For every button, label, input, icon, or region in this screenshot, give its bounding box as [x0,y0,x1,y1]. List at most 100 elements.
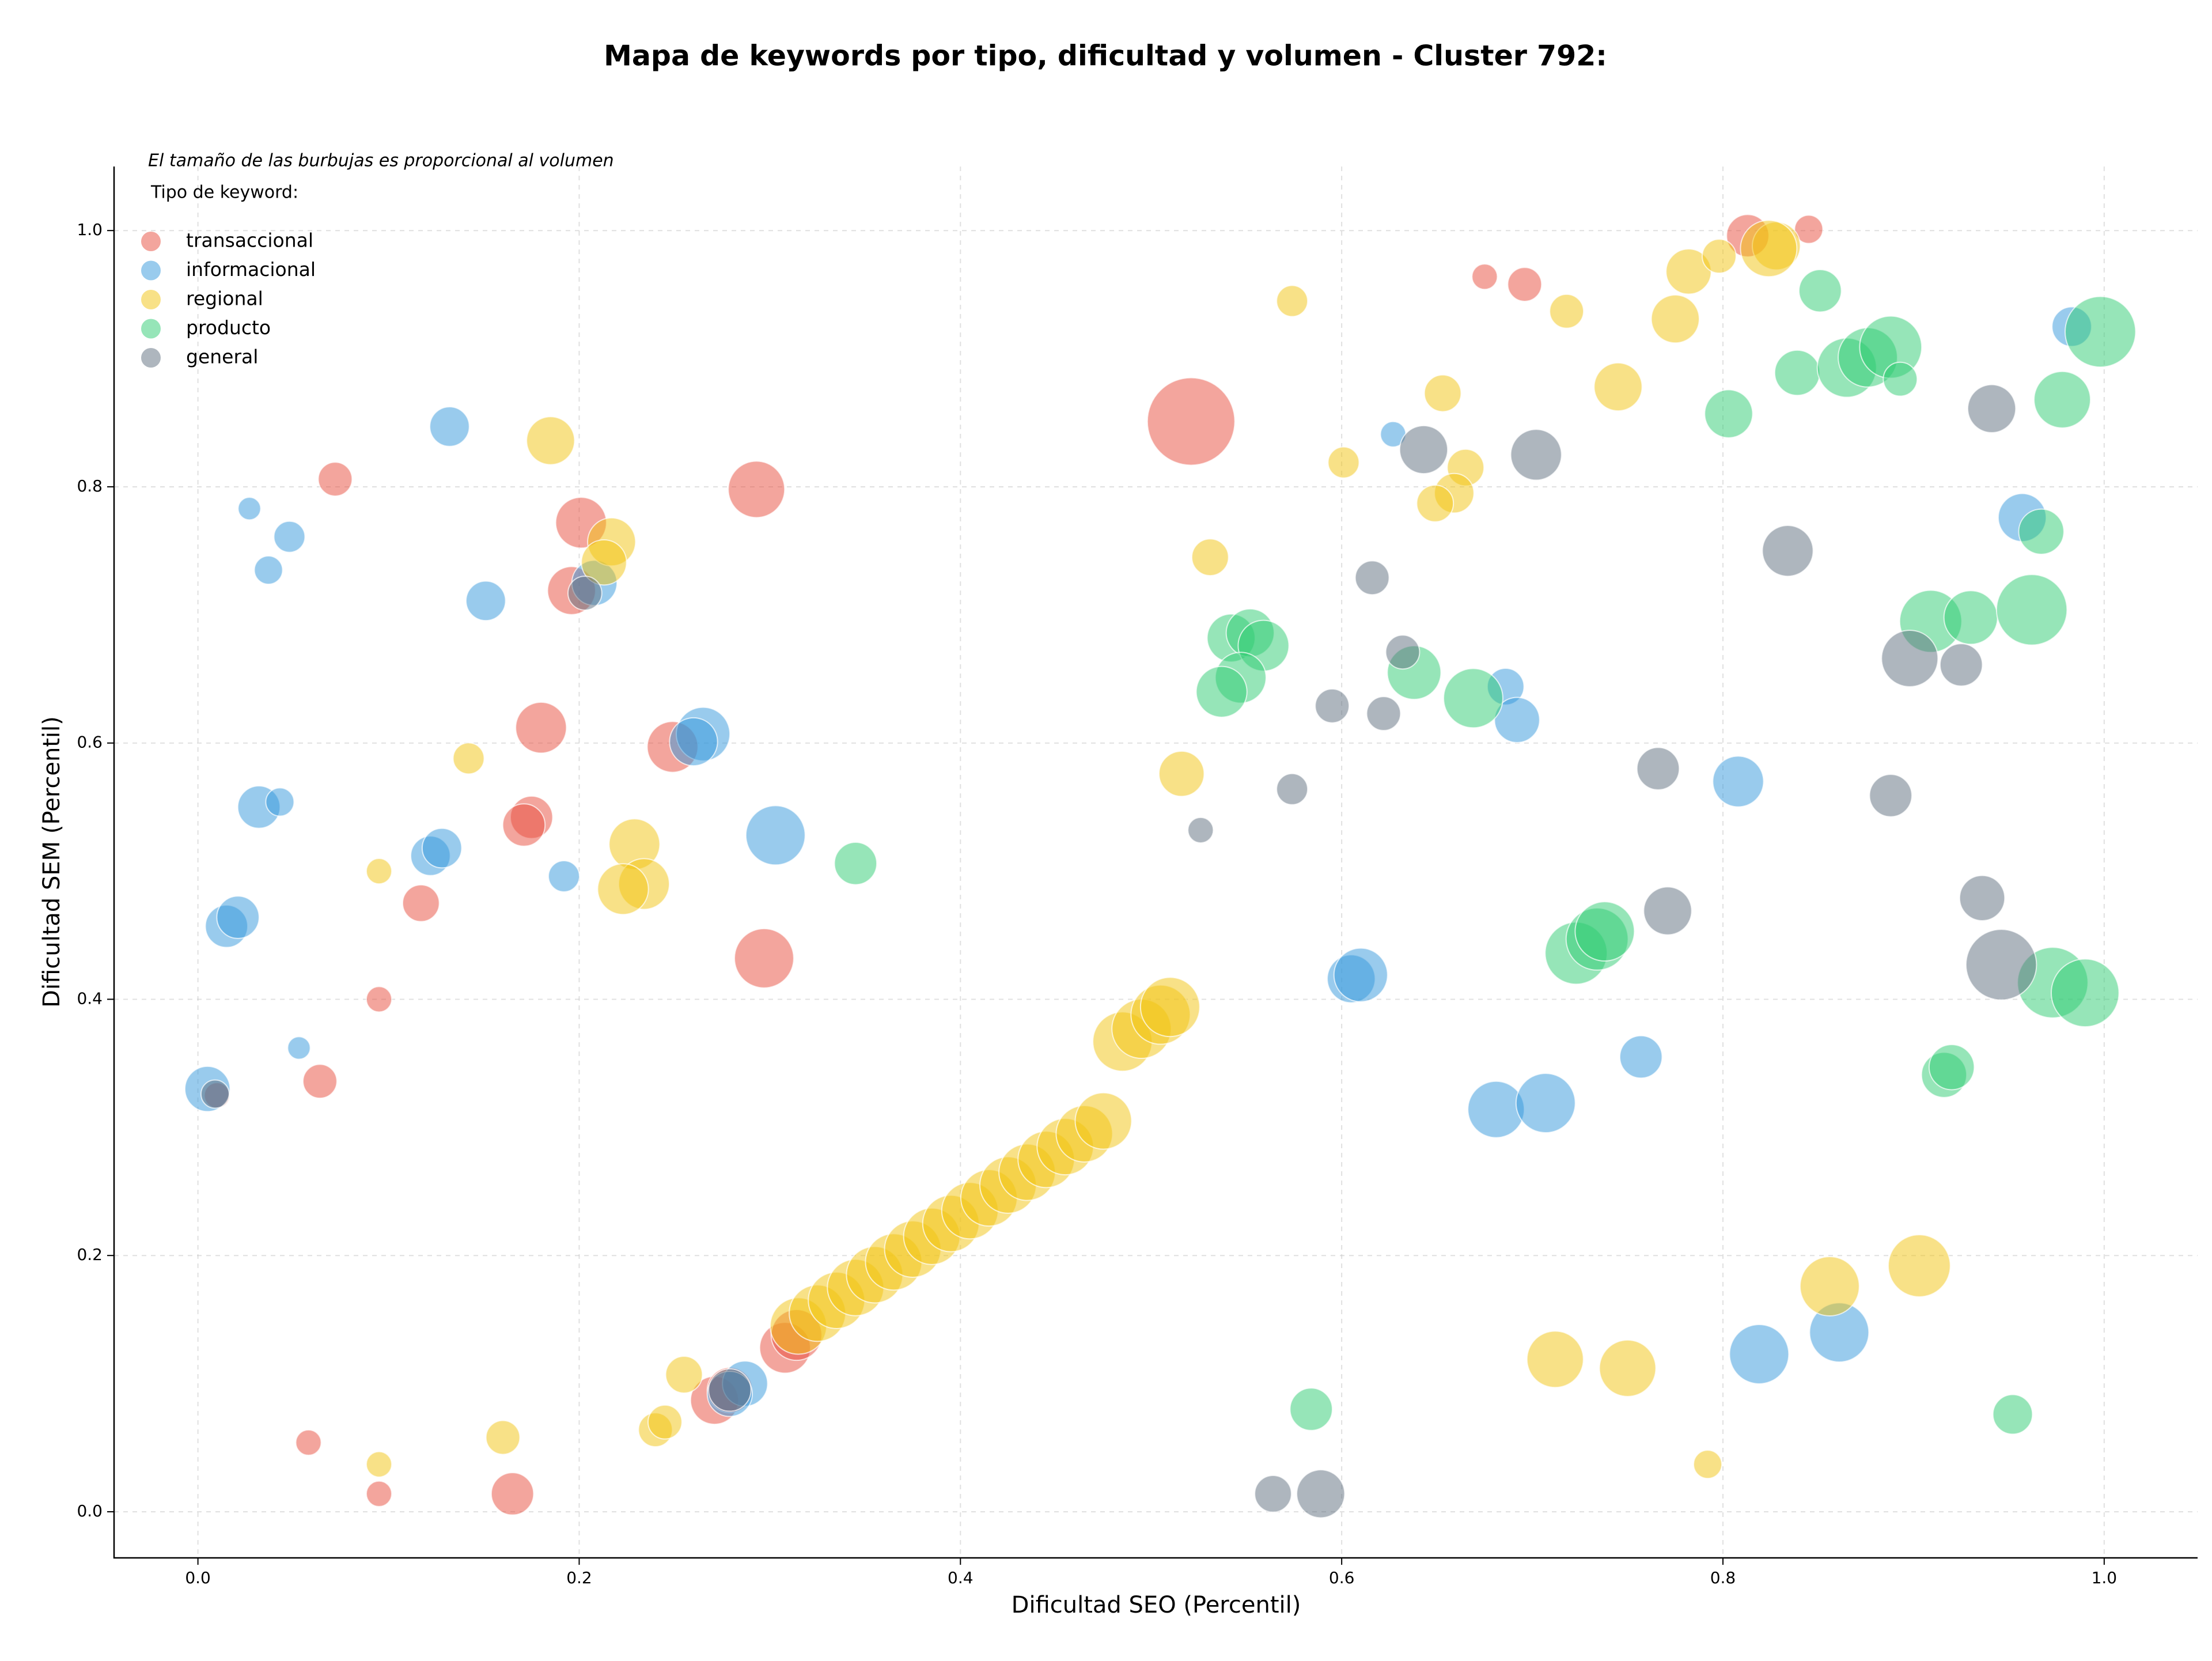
bubble [2065,296,2137,368]
bubble [485,1420,521,1455]
legend-marker [141,348,161,368]
ticks: 0.0 0.2 0.4 0.6 0.8 1.0 0.0 0.2 0.4 0.6 0.8 1.0 [77,220,2117,1587]
legend-label: general [186,346,258,368]
legend-label: regional [186,287,263,310]
bubble [1327,446,1360,479]
bubble [1992,1394,2033,1435]
note: El tamaño de las burbujas es proporciona… [148,151,614,171]
bubble [597,863,649,915]
bubble [669,717,718,767]
bubble [1385,634,1421,670]
bubble [1794,214,1824,244]
legend-label: informacional [186,258,316,281]
bubble [1158,750,1205,797]
legend-marker [141,290,161,309]
bubble [1965,929,2037,1001]
bubble [1471,263,1498,290]
bubble [2050,958,2120,1028]
x-tick-label: 1.0 [2092,1568,2118,1587]
bubble [295,1429,322,1456]
x-tick-label: 0.2 [566,1568,592,1587]
bubble [1507,267,1543,302]
legend-marker [141,232,161,251]
y-tick-label: 1.0 [77,220,103,239]
bubble [1467,1080,1525,1138]
legend-label: transaccional [186,229,313,252]
bubble [1995,574,2068,646]
bubble [490,1472,535,1516]
bubble [317,461,353,497]
bubble [647,1404,683,1440]
y-axis-label: Dificultad SEM (Percentil) [39,716,65,1008]
bubble [1636,747,1680,790]
bubble [200,1079,230,1109]
y-tick-label: 0.6 [77,733,103,752]
bubble [1650,294,1700,344]
bubble [1574,901,1635,962]
bubble [1799,1256,1860,1316]
bubble [2033,370,2092,429]
bubble [665,1356,703,1394]
bubble [834,841,878,886]
x-tick-label: 0.4 [948,1568,974,1587]
bubble [1139,977,1200,1038]
bubble [1276,285,1309,317]
bubble [526,416,575,466]
bubble [1315,688,1350,724]
legend-label: producto [186,316,271,339]
bubble [287,1036,311,1060]
bubble [548,860,580,892]
bubble [1187,816,1214,843]
bubble [1195,665,1248,718]
bubble [273,520,306,553]
bubble [1869,774,1912,818]
bubble [1593,362,1643,412]
bubble [1943,590,1998,645]
bubble [1549,293,1585,329]
bubble [581,539,627,586]
bubble [708,1368,752,1412]
bubble [1881,629,1939,687]
legend-title: Tipo de keyword: [150,183,298,203]
bubble [1289,1387,1333,1431]
bubble [1704,389,1753,438]
bubble [237,497,262,521]
bubble [502,803,546,847]
bubble [1296,1469,1346,1519]
bubble [1712,755,1764,808]
bubble [253,555,283,585]
y-tick-label: 0.0 [77,1501,103,1520]
bubble [1399,425,1449,475]
legend-marker [141,260,161,281]
bubble [1191,538,1229,577]
x-tick-label: 0.6 [1329,1568,1355,1587]
bubble [1074,1092,1132,1150]
bubble [1959,875,2006,921]
bubble [1729,1323,1790,1384]
bubble [402,884,440,922]
bubble [2018,508,2065,555]
x-tick-label: 0.8 [1710,1568,1736,1587]
bubble [1515,1073,1576,1133]
bubble [216,895,260,939]
bubble [728,460,786,519]
x-tick-label: 0.0 [185,1568,211,1587]
bubble [1643,886,1692,936]
bubble [515,701,567,754]
bubble [1423,374,1462,413]
y-tick-label: 0.8 [77,476,103,495]
chart-title: Mapa de keywords por tipo, dificultad y … [604,40,1607,73]
bubbles [184,214,2137,1519]
bubble [302,1064,338,1099]
bubble [1599,1339,1657,1397]
bubble [1740,220,1798,278]
bubble [1276,773,1309,805]
legend: El tamaño de las burbujas es proporciona… [141,151,614,368]
legend-marker [141,319,161,339]
bubble [734,928,794,989]
bubble [265,787,295,817]
bubble [365,986,393,1013]
bubble [1701,239,1737,274]
